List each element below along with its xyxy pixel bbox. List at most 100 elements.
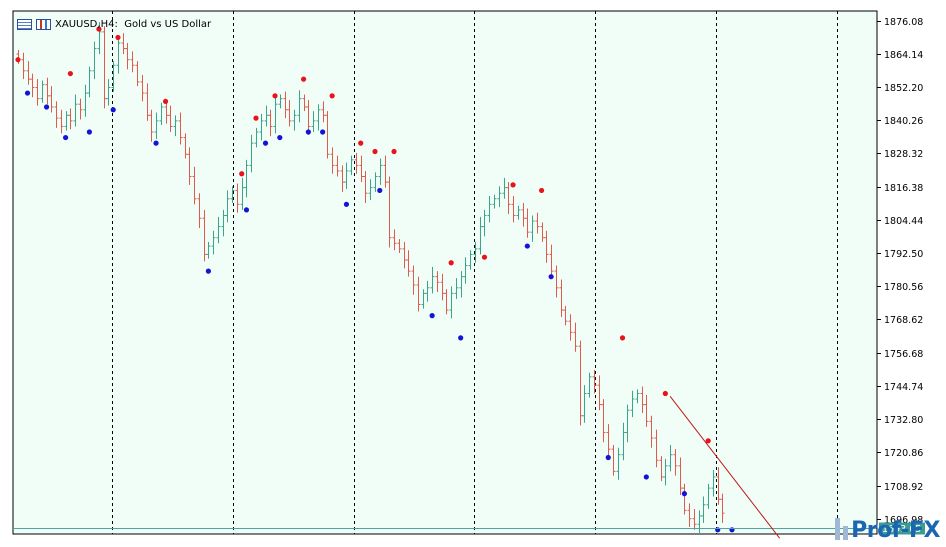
y-tick-label: 1816.38 [884,183,923,194]
fractal-down-dot [343,201,350,207]
candle [692,508,697,530]
candle [87,66,92,98]
candle [530,215,535,242]
candle [559,279,564,318]
candle [40,80,45,103]
candle [625,404,630,443]
candle [516,205,521,220]
fractal-down-dot [110,107,116,113]
candle [211,230,216,255]
candle [659,456,664,482]
fractal-down-dot [277,134,283,141]
candle [678,457,683,496]
candle [35,79,40,106]
candle [473,241,478,263]
y-tick-label: 1792.50 [884,249,923,260]
candle [373,172,378,192]
candle [168,105,173,133]
y-tick-label: 1864.14 [884,50,923,61]
candle [216,216,221,244]
candle [720,493,725,523]
candle [601,399,606,443]
candle [468,250,473,270]
candle [125,42,130,70]
candle [121,33,126,55]
candle [202,209,207,262]
candle [449,286,454,319]
candle [278,94,283,109]
candle [183,133,188,159]
candle [411,265,416,295]
fractal-down-dot [243,207,250,213]
fractal-up-dot [15,57,21,63]
y-tick-label: 1804.44 [884,216,923,227]
fractal-down-dot [458,335,464,341]
candle [563,305,568,326]
candle [159,102,164,126]
candle [192,166,197,205]
fractal-down-dot [205,268,211,274]
candle [111,61,116,92]
fractal-down-dot [605,454,611,461]
fractal-up-dot [253,115,259,121]
candle [292,109,297,131]
bars-icon[interactable] [36,18,51,30]
candle [259,113,264,141]
candle [573,322,578,352]
y-tick-label: 1708.92 [884,482,923,493]
candle [402,241,407,269]
candle [716,467,721,505]
fractal-down-dot [43,104,50,110]
candle [578,340,583,426]
candle [145,83,150,121]
candle [511,195,516,223]
candle [654,429,659,468]
y-tick-label: 1780.56 [884,282,923,293]
candle [116,36,121,74]
candle [54,101,59,128]
candle [311,111,316,133]
candle [606,424,611,457]
candle [287,100,292,127]
candle [325,111,330,159]
fractal-up-dot [115,34,121,41]
candle [635,389,640,404]
candle [383,155,388,188]
plot-background [12,10,878,535]
candle [45,77,50,105]
y-tick-label: 1828.32 [884,149,923,160]
candle [482,209,487,237]
candle [21,52,26,80]
fractal-up-dot [358,140,364,146]
fractal-down-dot [24,90,31,96]
candle [378,158,383,185]
candle [663,458,668,486]
candle [306,100,311,135]
fractal-up-dot [96,26,102,32]
candle [64,111,69,131]
fractal-up-dot [619,335,626,341]
table-icon[interactable] [17,18,32,30]
candle [335,155,340,177]
candle [359,155,364,183]
candle [644,394,649,427]
y-tick-label: 1732.80 [884,415,923,426]
fractal-down-dot [377,187,383,194]
y-tick-label: 1744.74 [884,382,923,393]
fractal-down-dot [429,313,435,319]
candle [535,212,540,234]
candle [582,385,587,423]
candle [454,278,459,299]
candle [92,41,97,80]
candle [164,100,169,124]
candle [173,115,178,137]
candle [682,483,687,515]
candle [154,112,159,139]
candle [73,94,78,127]
candle [206,241,211,259]
price-tag-bg [879,522,925,535]
candle [406,250,411,277]
candle [592,369,597,394]
